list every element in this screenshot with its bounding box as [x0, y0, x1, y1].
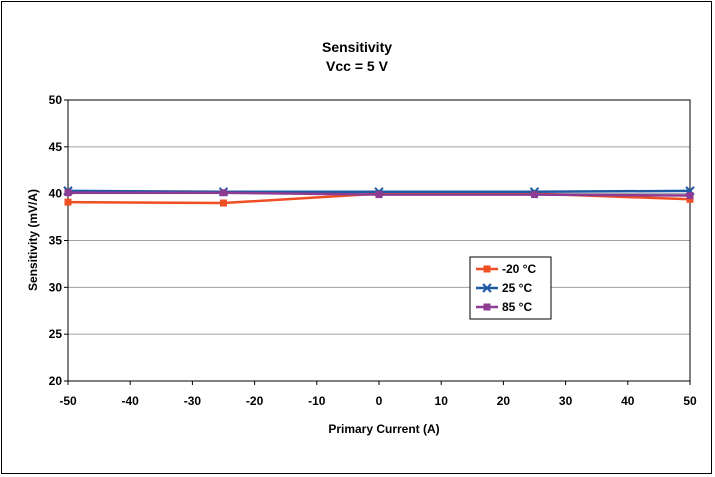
x-axis-label: Primary Current (A) — [328, 422, 439, 436]
series-lines — [63, 186, 695, 207]
y-tick-label: 35 — [49, 234, 63, 248]
x-axis-ticks: -50 -40 -30 -20 -10 0 10 20 30 40 50 — [59, 381, 697, 408]
legend-marker — [483, 265, 491, 273]
x-tick-label: 10 — [435, 394, 449, 408]
x-tick-label: 40 — [621, 394, 635, 408]
y-axis-label: Sensitivity (mV/A) — [26, 189, 40, 291]
legend-label: -20 °C — [502, 262, 536, 276]
legend-entry: 85 °C — [476, 300, 532, 314]
legend-label: 85 °C — [502, 300, 532, 314]
data-point — [64, 189, 72, 197]
y-axis-ticks: 20 25 30 35 40 45 50 — [49, 93, 68, 388]
legend-marker — [483, 303, 491, 311]
x-tick-label: 0 — [376, 394, 383, 408]
data-point — [64, 198, 72, 206]
y-tick-label: 45 — [49, 140, 63, 154]
chart-title: Sensitivity — [322, 39, 392, 55]
y-tick-label: 20 — [49, 374, 63, 388]
legend-marker — [482, 283, 492, 293]
legend-entry: 25 °C — [476, 281, 532, 295]
x-tick-label: -50 — [59, 394, 77, 408]
legend: -20 °C 25 °C 85 °C — [469, 256, 552, 320]
x-tick-label: 30 — [559, 394, 573, 408]
legend-label: 25 °C — [502, 281, 532, 295]
x-tick-label: -40 — [122, 394, 140, 408]
y-tick-label: 30 — [49, 280, 63, 294]
data-point — [686, 195, 694, 203]
data-point — [220, 199, 227, 207]
y-tick-label: 25 — [49, 327, 63, 341]
data-point — [375, 191, 383, 199]
x-tick-label: 20 — [497, 394, 511, 408]
series-2 — [64, 189, 694, 200]
x-tick-label: -20 — [246, 394, 264, 408]
y-tick-label: 50 — [49, 93, 63, 107]
x-tick-label: 50 — [683, 394, 697, 408]
data-point — [531, 191, 538, 199]
x-tick-label: -30 — [184, 394, 202, 408]
data-point — [686, 192, 694, 200]
grid-lines — [68, 99, 690, 382]
chart-subtitle: Vcc = 5 V — [326, 58, 389, 74]
data-point — [220, 189, 227, 197]
legend-entry: -20 °C — [476, 262, 536, 276]
x-tick-label: -10 — [308, 394, 326, 408]
y-tick-label: 40 — [49, 187, 63, 201]
